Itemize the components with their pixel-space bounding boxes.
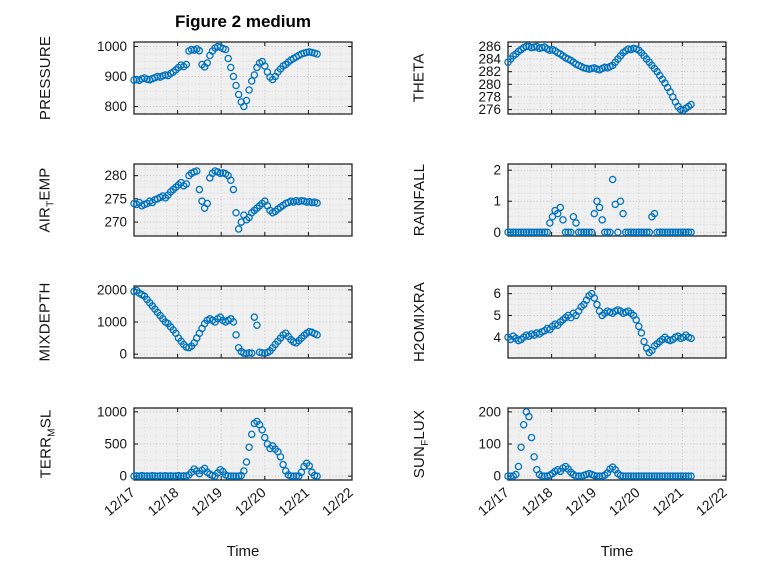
svg-text:2: 2 bbox=[493, 163, 501, 178]
svg-text:0: 0 bbox=[493, 469, 501, 484]
airtemp-y-axis-label: AIRTEMP bbox=[30, 160, 64, 240]
rainfall-y-axis-label: RAINFALL bbox=[404, 160, 438, 240]
theta-y-axis-label: THETA bbox=[404, 38, 438, 118]
x-axis-label-row: Time Time bbox=[0, 543, 778, 560]
pressure-plot: 800 900 1000 bbox=[97, 39, 353, 115]
svg-text:1000: 1000 bbox=[97, 404, 127, 419]
svg-text:800: 800 bbox=[104, 99, 127, 114]
svg-text:12/20: 12/20 bbox=[232, 484, 269, 519]
ylabel-text: MIXDEPTH bbox=[37, 282, 55, 362]
svg-text:12/18: 12/18 bbox=[518, 484, 555, 519]
subplot-pressure: PRESSURE 800 900 1000 bbox=[30, 35, 364, 160]
ylabel-subscript: F bbox=[420, 439, 431, 446]
ylabel-text: THETA bbox=[411, 53, 428, 103]
svg-text:270: 270 bbox=[104, 215, 127, 230]
svg-text:282: 282 bbox=[478, 64, 501, 79]
ylabel-text: PRESSURE bbox=[37, 35, 54, 121]
subplot-grid: PRESSURE 800 900 1000 THETA 276 278 280 282 28… bbox=[30, 35, 738, 541]
terrmsl-plot: 12/17 12/18 12/19 12/20 12/21 12/22 0 500 1000 bbox=[97, 404, 356, 519]
svg-text:12/22: 12/22 bbox=[319, 484, 356, 519]
svg-text:280: 280 bbox=[478, 77, 501, 92]
subplot-mixdepth: MIXDEPTH 0 1000 2000 bbox=[30, 282, 364, 404]
airtemp-plot: 270 275 280 bbox=[104, 163, 353, 237]
subplot-terrmsl: TERRMSL 12/17 12/18 12/19 12/20 12/21 12/22 0 5… bbox=[30, 404, 364, 541]
svg-text:4: 4 bbox=[493, 330, 501, 345]
x-axis-label-left: Time bbox=[226, 543, 260, 560]
svg-text:200: 200 bbox=[478, 404, 501, 419]
svg-text:100: 100 bbox=[478, 437, 501, 452]
ylabel-text: RAINFALL bbox=[411, 163, 428, 237]
subplot-h2omixra: H2OMIXRA 4 5 6 bbox=[404, 282, 738, 404]
svg-text:276: 276 bbox=[478, 102, 501, 117]
ylabel-text: EMP bbox=[37, 167, 54, 201]
svg-text:278: 278 bbox=[478, 89, 501, 104]
ylabel-subscript: T bbox=[46, 200, 57, 207]
svg-text:1000: 1000 bbox=[97, 39, 127, 54]
pressure-y-axis-label: PRESSURE bbox=[30, 35, 64, 121]
svg-text:275: 275 bbox=[104, 191, 127, 206]
svg-text:284: 284 bbox=[478, 52, 501, 67]
mixdepth-y-axis-label: MIXDEPTH bbox=[30, 282, 64, 362]
svg-text:12/21: 12/21 bbox=[649, 484, 686, 519]
svg-text:500: 500 bbox=[104, 437, 127, 452]
svg-text:12/21: 12/21 bbox=[275, 484, 312, 519]
svg-text:12/18: 12/18 bbox=[144, 484, 181, 519]
x-axis-label-right: Time bbox=[600, 543, 634, 560]
ylabel-text: SL bbox=[37, 409, 55, 429]
subplot-rainfall: RAINFALL 0 1 2 bbox=[404, 160, 738, 282]
svg-text:12/22: 12/22 bbox=[693, 484, 730, 519]
sunflux-y-axis-label: SUNFLUX bbox=[404, 404, 438, 484]
svg-text:280: 280 bbox=[104, 168, 127, 183]
svg-text:5: 5 bbox=[493, 308, 501, 323]
svg-text:900: 900 bbox=[104, 69, 127, 84]
svg-text:12/19: 12/19 bbox=[562, 484, 599, 519]
h2omixra-plot: 4 5 6 bbox=[493, 285, 727, 359]
subplot-theta: THETA 276 278 280 282 284 286 bbox=[404, 38, 738, 160]
subplot-sunflux: SUNFLUX 12/17 12/18 12/19 12/20 12/21 12/22 0 1… bbox=[404, 404, 738, 541]
h2omixra-y-axis-label: H2OMIXRA bbox=[404, 282, 438, 362]
mixdepth-plot: 0 1000 2000 bbox=[97, 282, 353, 362]
svg-text:12/17: 12/17 bbox=[475, 484, 512, 519]
ylabel-subscript: M bbox=[46, 428, 58, 437]
svg-text:12/19: 12/19 bbox=[188, 484, 225, 519]
svg-text:12/20: 12/20 bbox=[606, 484, 643, 519]
svg-text:2000: 2000 bbox=[97, 282, 127, 297]
ylabel-text: H2OMIXRA bbox=[411, 282, 429, 362]
sunflux-plot: 12/17 12/18 12/19 12/20 12/21 12/22 0 100 200 bbox=[475, 404, 730, 519]
ylabel-text: LUX bbox=[411, 409, 428, 440]
rainfall-plot: 0 1 2 bbox=[493, 163, 727, 240]
ylabel-text: AIR bbox=[37, 206, 54, 233]
svg-text:1000: 1000 bbox=[97, 315, 127, 330]
svg-text:6: 6 bbox=[493, 286, 501, 301]
figure-title: Figure 2 medium bbox=[174, 12, 312, 31]
svg-text:12/17: 12/17 bbox=[101, 484, 138, 519]
subplot-airtemp: AIRTEMP 270 275 280 bbox=[30, 160, 364, 282]
svg-text:1: 1 bbox=[493, 194, 501, 209]
terrmsl-y-axis-label: TERRMSL bbox=[30, 404, 64, 484]
svg-text:0: 0 bbox=[119, 347, 127, 362]
svg-text:0: 0 bbox=[119, 469, 127, 484]
svg-text:0: 0 bbox=[493, 225, 501, 240]
ylabel-text: TERR bbox=[37, 436, 55, 479]
svg-text:286: 286 bbox=[478, 39, 501, 54]
ylabel-text: SUN bbox=[411, 445, 428, 479]
